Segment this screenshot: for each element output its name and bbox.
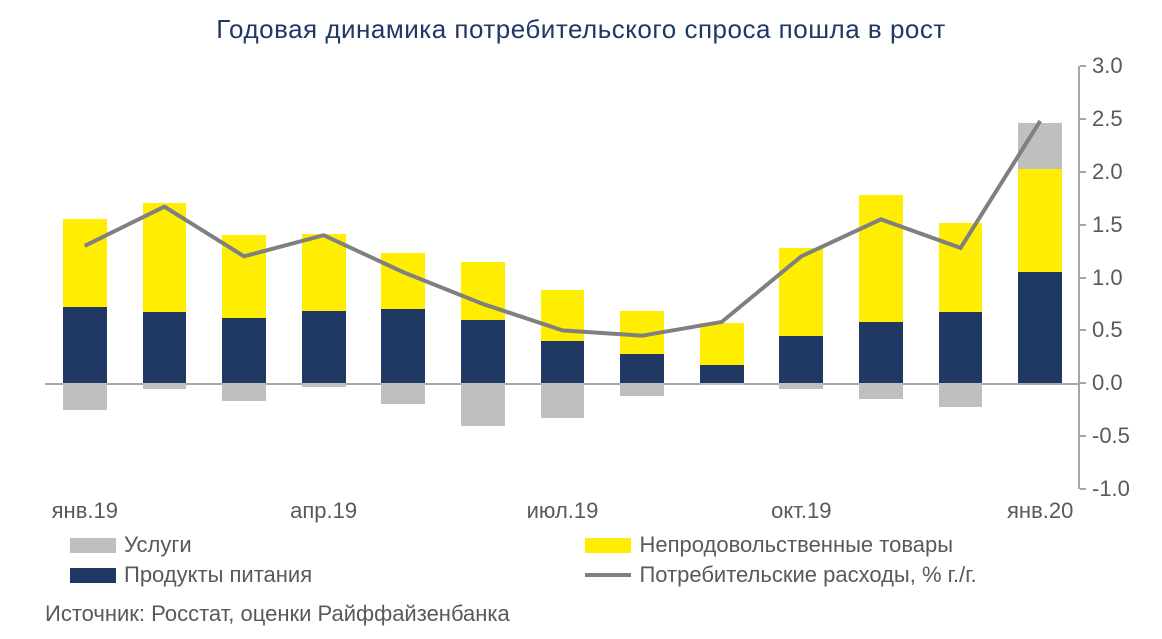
x-axis-label: апр.19: [290, 498, 357, 524]
legend-swatch-line: [585, 573, 631, 577]
line-path: [85, 121, 1040, 336]
y-tick: [1080, 435, 1086, 437]
chart-plot-area: -1.0-0.50.00.51.01.52.02.53.0: [45, 66, 1080, 489]
legend-swatch-nonfood: [585, 538, 631, 553]
legend: Услуги Непродовольственные товары Продук…: [70, 530, 1122, 590]
y-tick: [1080, 382, 1086, 384]
legend-swatch-services: [70, 538, 116, 553]
y-tick: [1080, 277, 1086, 279]
line-series: [45, 66, 1080, 489]
y-axis-label: 0.0: [1092, 370, 1123, 396]
y-axis-label: 0.5: [1092, 317, 1123, 343]
y-axis-label: 1.0: [1092, 265, 1123, 291]
x-axis-labels: янв.19 апр.19 июл.19 окт.19 янв.20: [45, 498, 1080, 528]
y-axis-label: 2.5: [1092, 106, 1123, 132]
y-axis-label: 2.0: [1092, 159, 1123, 185]
y-tick: [1080, 65, 1086, 67]
x-axis-label: июл.19: [527, 498, 599, 524]
legend-label-services: Услуги: [124, 532, 192, 558]
y-tick: [1080, 118, 1086, 120]
y-axis-label: -1.0: [1092, 476, 1130, 502]
y-axis-label: -0.5: [1092, 423, 1130, 449]
x-axis-label: янв.19: [52, 498, 118, 524]
legend-swatch-food: [70, 568, 116, 583]
y-axis-label: 1.5: [1092, 212, 1123, 238]
x-axis-label: янв.20: [1007, 498, 1073, 524]
y-tick: [1080, 488, 1086, 490]
y-tick: [1080, 329, 1086, 331]
legend-item-food: Продукты питания: [70, 560, 585, 590]
y-tick: [1080, 171, 1086, 173]
chart-source: Источник: Росстат, оценки Райффайзенбанк…: [45, 601, 510, 627]
legend-label-food: Продукты питания: [124, 562, 312, 588]
y-axis-label: 3.0: [1092, 53, 1123, 79]
x-axis-label: окт.19: [771, 498, 831, 524]
chart-title: Годовая динамика потребительского спроса…: [0, 0, 1162, 51]
legend-item-services: Услуги: [70, 530, 585, 560]
legend-label-line: Потребительские расходы, % г./г.: [639, 562, 976, 588]
legend-label-nonfood: Непродовольственные товары: [639, 532, 953, 558]
legend-item-line: Потребительские расходы, % г./г.: [585, 560, 1122, 590]
y-tick: [1080, 224, 1086, 226]
legend-item-nonfood: Непродовольственные товары: [585, 530, 1122, 560]
